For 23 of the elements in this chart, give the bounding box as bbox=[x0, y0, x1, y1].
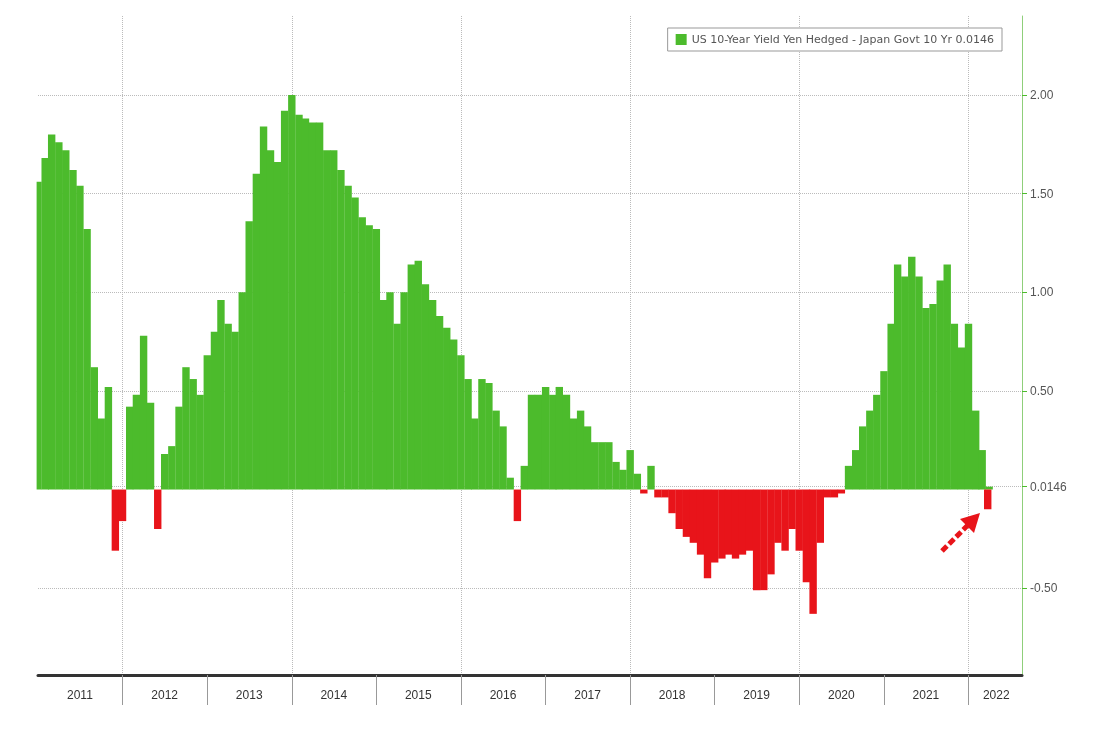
x-tick-label: 2013 bbox=[235, 688, 263, 702]
x-tick-label: 2016 bbox=[489, 688, 517, 702]
x-tick-label: 2020 bbox=[828, 688, 856, 702]
x-tick-label: 2012 bbox=[151, 688, 179, 702]
y-tick-label: 0.50 bbox=[1030, 383, 1054, 398]
bar bbox=[513, 489, 522, 522]
x-tick-label: 2017 bbox=[574, 688, 602, 702]
bar bbox=[647, 465, 655, 490]
x-tick-label: 2014 bbox=[320, 688, 348, 702]
x-tick-label: 2011 bbox=[67, 688, 94, 702]
x-tick-label: 2022 bbox=[982, 688, 1010, 702]
bar bbox=[984, 489, 992, 510]
y-tick-label: -0.50 bbox=[1030, 581, 1058, 596]
bar bbox=[154, 489, 162, 529]
x-tick-label: 2019 bbox=[743, 688, 771, 702]
x-tick-label: 2015 bbox=[404, 688, 432, 702]
x-tick-label: 2021 bbox=[912, 688, 940, 702]
x-tick-label: 2018 bbox=[658, 688, 686, 702]
y-tick-label: 1.00 bbox=[1030, 285, 1054, 300]
legend-label: US 10-Year Yield Yen Hedged - Japan Govt 10 Yr 0.0146 bbox=[691, 33, 995, 46]
y-tick-label: 0.0146 bbox=[1030, 479, 1068, 494]
y-tick-label: 2.00 bbox=[1030, 87, 1054, 102]
y-tick-label: 1.50 bbox=[1030, 186, 1054, 201]
